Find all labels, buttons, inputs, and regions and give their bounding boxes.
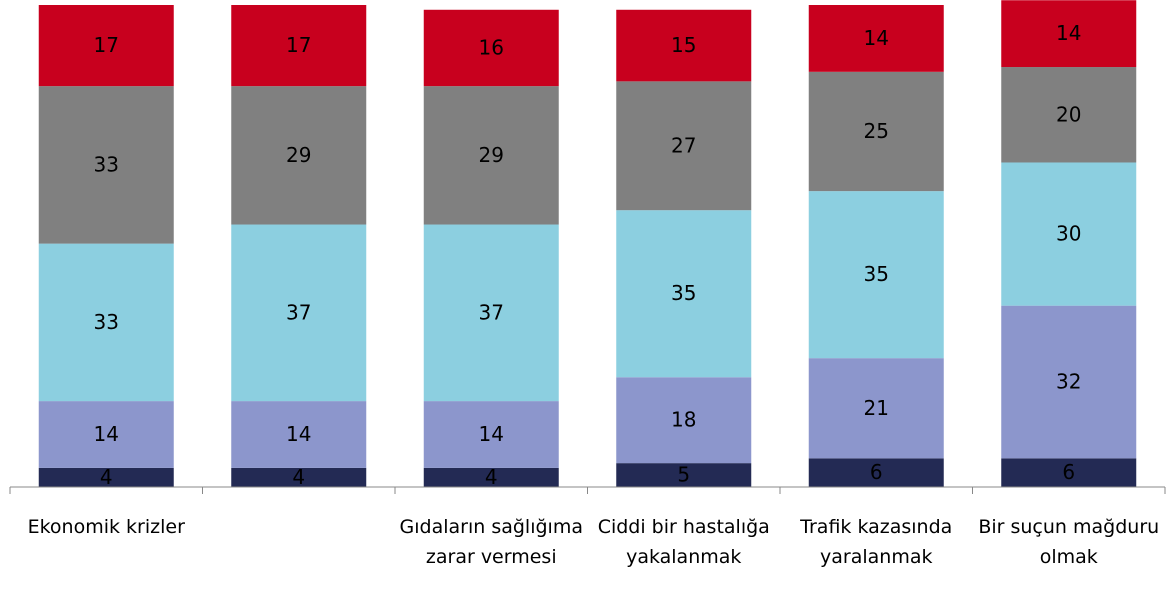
bar-segment (616, 81, 752, 211)
bar-segment (38, 467, 174, 487)
bar-segment (423, 224, 559, 402)
data-label: 4 (485, 465, 498, 489)
bar-segment (231, 224, 367, 402)
bar-segment (231, 467, 367, 487)
x-tick-label: Gıdaların sağlığıma zarar vermesi (399, 516, 583, 568)
data-label: 32 (1056, 370, 1081, 394)
bar-segment (231, 5, 367, 87)
data-label: 15 (671, 33, 696, 57)
data-label: 4 (292, 465, 305, 489)
data-label: 14 (94, 422, 119, 446)
data-label: 14 (286, 422, 311, 446)
bar-segment (808, 191, 944, 359)
data-label: 35 (864, 262, 889, 286)
data-label: 21 (864, 396, 889, 420)
data-label: 33 (94, 310, 119, 334)
data-label: 5 (677, 463, 690, 487)
data-label: 29 (479, 143, 504, 167)
data-label: 20 (1056, 102, 1081, 126)
data-label: 17 (286, 33, 311, 57)
bar-segment (38, 5, 174, 87)
bar-segment (231, 86, 367, 225)
bar-segment (808, 358, 944, 459)
bar-segment (38, 401, 174, 468)
data-label: 17 (94, 33, 119, 57)
data-label: 18 (671, 408, 696, 432)
bar-segment (808, 458, 944, 487)
bar-segment (231, 401, 367, 468)
data-label: 29 (286, 143, 311, 167)
bar-segment (808, 71, 944, 192)
bar-segment (423, 401, 559, 468)
data-label: 25 (864, 119, 889, 143)
bar-segment (1001, 458, 1137, 487)
bar-segment (1001, 162, 1137, 306)
bar-segment (616, 463, 752, 487)
bar-segment (1001, 67, 1137, 163)
bar-segment (423, 86, 559, 225)
bar-segment (616, 210, 752, 378)
data-label: 33 (94, 152, 119, 176)
data-label: 27 (671, 133, 696, 157)
data-label: 6 (870, 460, 883, 484)
data-label: 37 (479, 300, 504, 324)
data-label: 16 (479, 35, 504, 59)
bar-segment (423, 467, 559, 487)
x-tick-label: Ciddi bir hastalığa yakalanmak (597, 516, 770, 568)
data-label: 37 (286, 300, 311, 324)
data-label: 35 (671, 281, 696, 305)
x-tick-label: Bir suçun mağduru olmak (978, 516, 1160, 568)
bar-segment (423, 9, 559, 87)
bar-segment (1001, 0, 1137, 68)
data-label: 14 (1056, 21, 1081, 45)
bar-segment (616, 377, 752, 464)
bar-segment (616, 9, 752, 82)
data-label: 14 (864, 26, 889, 50)
x-tick-label: Ekonomik krizler (27, 516, 185, 538)
x-tick-label: Trafik kazasında yaralanmak (800, 516, 953, 568)
data-label: 6 (1062, 460, 1075, 484)
data-label: 4 (100, 465, 113, 489)
bar-segment (38, 86, 174, 244)
bar-segment (808, 5, 944, 72)
data-label: 30 (1056, 222, 1081, 246)
bar-segment (1001, 305, 1137, 459)
bar-segment (38, 243, 174, 402)
data-label: 14 (479, 422, 504, 446)
